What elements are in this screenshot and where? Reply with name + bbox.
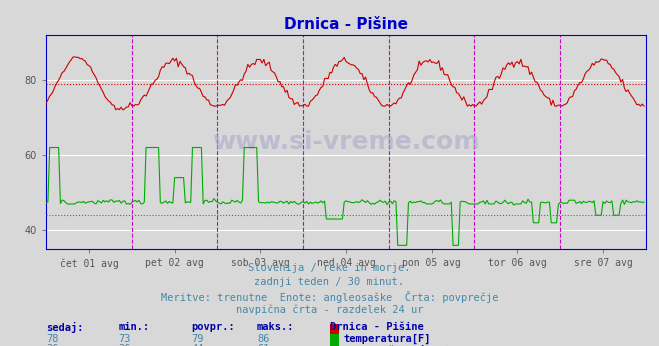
Text: sedaj:: sedaj: <box>46 322 84 333</box>
Text: povpr.:: povpr.: <box>191 322 235 332</box>
Text: 36: 36 <box>46 344 59 346</box>
Text: navpična črta - razdelek 24 ur: navpična črta - razdelek 24 ur <box>236 304 423 315</box>
Title: Drnica - Pišine: Drnica - Pišine <box>284 17 408 32</box>
Text: 73: 73 <box>119 334 131 344</box>
Text: www.si-vreme.com: www.si-vreme.com <box>212 130 480 154</box>
Text: temperatura[F]: temperatura[F] <box>344 334 432 344</box>
Text: min.:: min.: <box>119 322 150 332</box>
Text: 36: 36 <box>119 344 131 346</box>
Text: maks.:: maks.: <box>257 322 295 332</box>
Text: 61: 61 <box>257 344 270 346</box>
Text: Drnica - Pišine: Drnica - Pišine <box>330 322 423 332</box>
Text: 86: 86 <box>257 334 270 344</box>
Text: 44: 44 <box>191 344 204 346</box>
Text: Slovenija / reke in morje.: Slovenija / reke in morje. <box>248 263 411 273</box>
Text: pretok[čevelj3/min]: pretok[čevelj3/min] <box>344 344 463 346</box>
Text: Meritve: trenutne  Enote: angleosaške  Črta: povprečje: Meritve: trenutne Enote: angleosaške Črt… <box>161 291 498 303</box>
Text: 79: 79 <box>191 334 204 344</box>
Text: 78: 78 <box>46 334 59 344</box>
Text: zadnji teden / 30 minut.: zadnji teden / 30 minut. <box>254 277 405 287</box>
